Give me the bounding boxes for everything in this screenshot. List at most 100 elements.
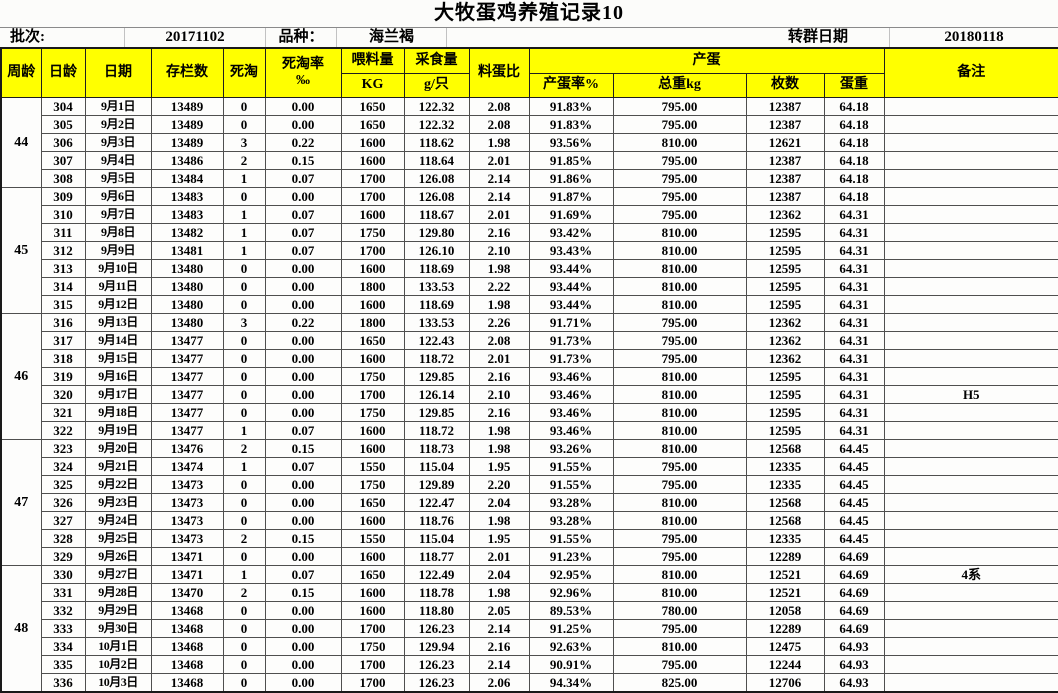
cell-day-age: 305	[40, 114, 86, 134]
cell-egg-count: 12568	[745, 492, 825, 512]
cell-death-rate: 0.07	[264, 564, 342, 584]
cell-total-weight: 795.00	[612, 330, 747, 350]
table-row: 333 9月30日 13468 0 0.00 1700 126.23 2.14 …	[1, 618, 1058, 638]
cell-feed-kg: 1600	[340, 150, 405, 170]
cell-remark	[883, 276, 1058, 296]
header-death-rate-line2: ‰	[296, 72, 310, 88]
cell-egg-count: 12387	[745, 186, 825, 206]
cell-deaths: 1	[222, 168, 266, 188]
cell-total-weight: 795.00	[612, 348, 747, 368]
cell-feed-kg: 1700	[340, 384, 405, 404]
cell-lay-rate: 91.69%	[528, 204, 614, 224]
cell-deaths: 1	[222, 564, 266, 584]
cell-total-weight: 795.00	[612, 546, 747, 566]
header-lay-rate: 产蛋率%	[528, 72, 614, 98]
cell-remark	[883, 168, 1058, 188]
header-remark: 备注	[883, 47, 1058, 98]
cell-remark	[883, 150, 1058, 170]
cell-egg-weight: 64.31	[823, 366, 885, 386]
cell-intake: 118.69	[403, 294, 470, 314]
cell-total-weight: 810.00	[612, 276, 747, 296]
cell-feed-kg: 1700	[340, 186, 405, 206]
cell-total-weight: 810.00	[612, 636, 747, 656]
cell-egg-count: 12595	[745, 384, 825, 404]
table-row: 328 9月25日 13473 2 0.15 1550 115.04 1.95 …	[1, 528, 1058, 548]
cell-day-age: 320	[40, 384, 86, 404]
cell-intake: 126.23	[403, 618, 470, 638]
cell-stock: 13473	[150, 510, 224, 530]
cell-feed-kg: 1750	[340, 222, 405, 242]
cell-death-rate: 0.00	[264, 384, 342, 404]
table-row: 48 330 9月27日 13471 1 0.07 1650 122.49 2.0…	[0, 564, 1058, 692]
cell-stock: 13480	[150, 276, 224, 296]
cell-date: 9月25日	[84, 528, 152, 548]
cell-feed-egg-ratio: 2.01	[468, 204, 530, 224]
cell-egg-weight: 64.93	[823, 672, 885, 692]
cell-day-age: 313	[40, 258, 86, 278]
cell-total-weight: 810.00	[612, 258, 747, 278]
cell-deaths: 0	[222, 672, 266, 692]
cell-egg-count: 12595	[745, 222, 825, 242]
cell-date: 10月2日	[84, 654, 152, 674]
table-row: 317 9月14日 13477 0 0.00 1650 122.43 2.08 …	[1, 330, 1058, 350]
info-bar: 批次: 20171102 品种： 海兰褐 转群日期 20180118	[0, 27, 1058, 47]
cell-feed-egg-ratio: 1.98	[468, 132, 530, 152]
cell-egg-count: 12568	[745, 438, 825, 458]
cell-egg-weight: 64.45	[823, 510, 885, 530]
table-row: 315 9月12日 13480 0 0.00 1600 118.69 1.98 …	[1, 294, 1058, 314]
cell-feed-kg: 1600	[340, 420, 405, 440]
cell-deaths: 0	[222, 384, 266, 404]
cell-egg-count: 12595	[745, 240, 825, 260]
cell-day-age: 322	[40, 420, 86, 440]
cell-intake: 122.32	[403, 114, 470, 134]
cell-feed-kg: 1700	[340, 240, 405, 260]
cell-stock: 13477	[150, 366, 224, 386]
cell-deaths: 0	[222, 474, 266, 494]
cell-day-age: 311	[40, 222, 86, 242]
cell-deaths: 1	[222, 204, 266, 224]
cell-deaths: 0	[222, 492, 266, 512]
cell-egg-weight: 64.69	[823, 618, 885, 638]
cell-day-age: 323	[40, 438, 86, 458]
cell-lay-rate: 94.34%	[528, 672, 614, 692]
cell-date: 9月17日	[84, 384, 152, 404]
cell-feed-egg-ratio: 1.98	[468, 582, 530, 602]
cell-feed-egg-ratio: 2.22	[468, 276, 530, 296]
batch-value: 20171102	[125, 28, 266, 47]
breed-label: 品种：	[266, 28, 337, 47]
cell-intake: 129.85	[403, 402, 470, 422]
cell-deaths: 1	[222, 456, 266, 476]
cell-feed-egg-ratio: 1.98	[468, 510, 530, 530]
cell-day-age: 327	[40, 510, 86, 530]
cell-egg-count: 12706	[745, 672, 825, 692]
cell-feed-egg-ratio: 2.14	[468, 168, 530, 188]
cell-remark	[883, 294, 1058, 314]
cell-stock: 13468	[150, 672, 224, 692]
cell-date: 9月27日	[84, 564, 152, 584]
cell-death-rate: 0.07	[264, 420, 342, 440]
cell-egg-weight: 64.31	[823, 222, 885, 242]
cell-total-weight: 810.00	[612, 510, 747, 530]
header-feed-unit: KG	[340, 72, 405, 98]
cell-remark	[883, 474, 1058, 494]
cell-feed-kg: 1650	[340, 330, 405, 350]
cell-feed-kg: 1700	[340, 618, 405, 638]
cell-lay-rate: 91.87%	[528, 186, 614, 206]
cell-feed-kg: 1700	[340, 168, 405, 188]
cell-feed-egg-ratio: 2.01	[468, 348, 530, 368]
cell-feed-egg-ratio: 2.08	[468, 96, 530, 116]
cell-death-rate: 0.00	[264, 546, 342, 566]
cell-egg-weight: 64.31	[823, 330, 885, 350]
table-row: 308 9月5日 13484 1 0.07 1700 126.08 2.14 9…	[1, 168, 1058, 188]
cell-total-weight: 780.00	[612, 600, 747, 620]
cell-day-age: 326	[40, 492, 86, 512]
header-death-rate: 死淘率 ‰	[264, 47, 342, 98]
cell-date: 9月9日	[84, 240, 152, 260]
cell-stock: 13474	[150, 456, 224, 476]
cell-feed-egg-ratio: 1.98	[468, 294, 530, 314]
cell-lay-rate: 91.83%	[528, 96, 614, 116]
table-row: 331 9月28日 13470 2 0.15 1600 118.78 1.98 …	[1, 582, 1058, 602]
header-death-rate-line1: 死淘率	[282, 56, 324, 72]
cell-egg-count: 12387	[745, 114, 825, 134]
table-row: 332 9月29日 13468 0 0.00 1600 118.80 2.05 …	[1, 600, 1058, 620]
